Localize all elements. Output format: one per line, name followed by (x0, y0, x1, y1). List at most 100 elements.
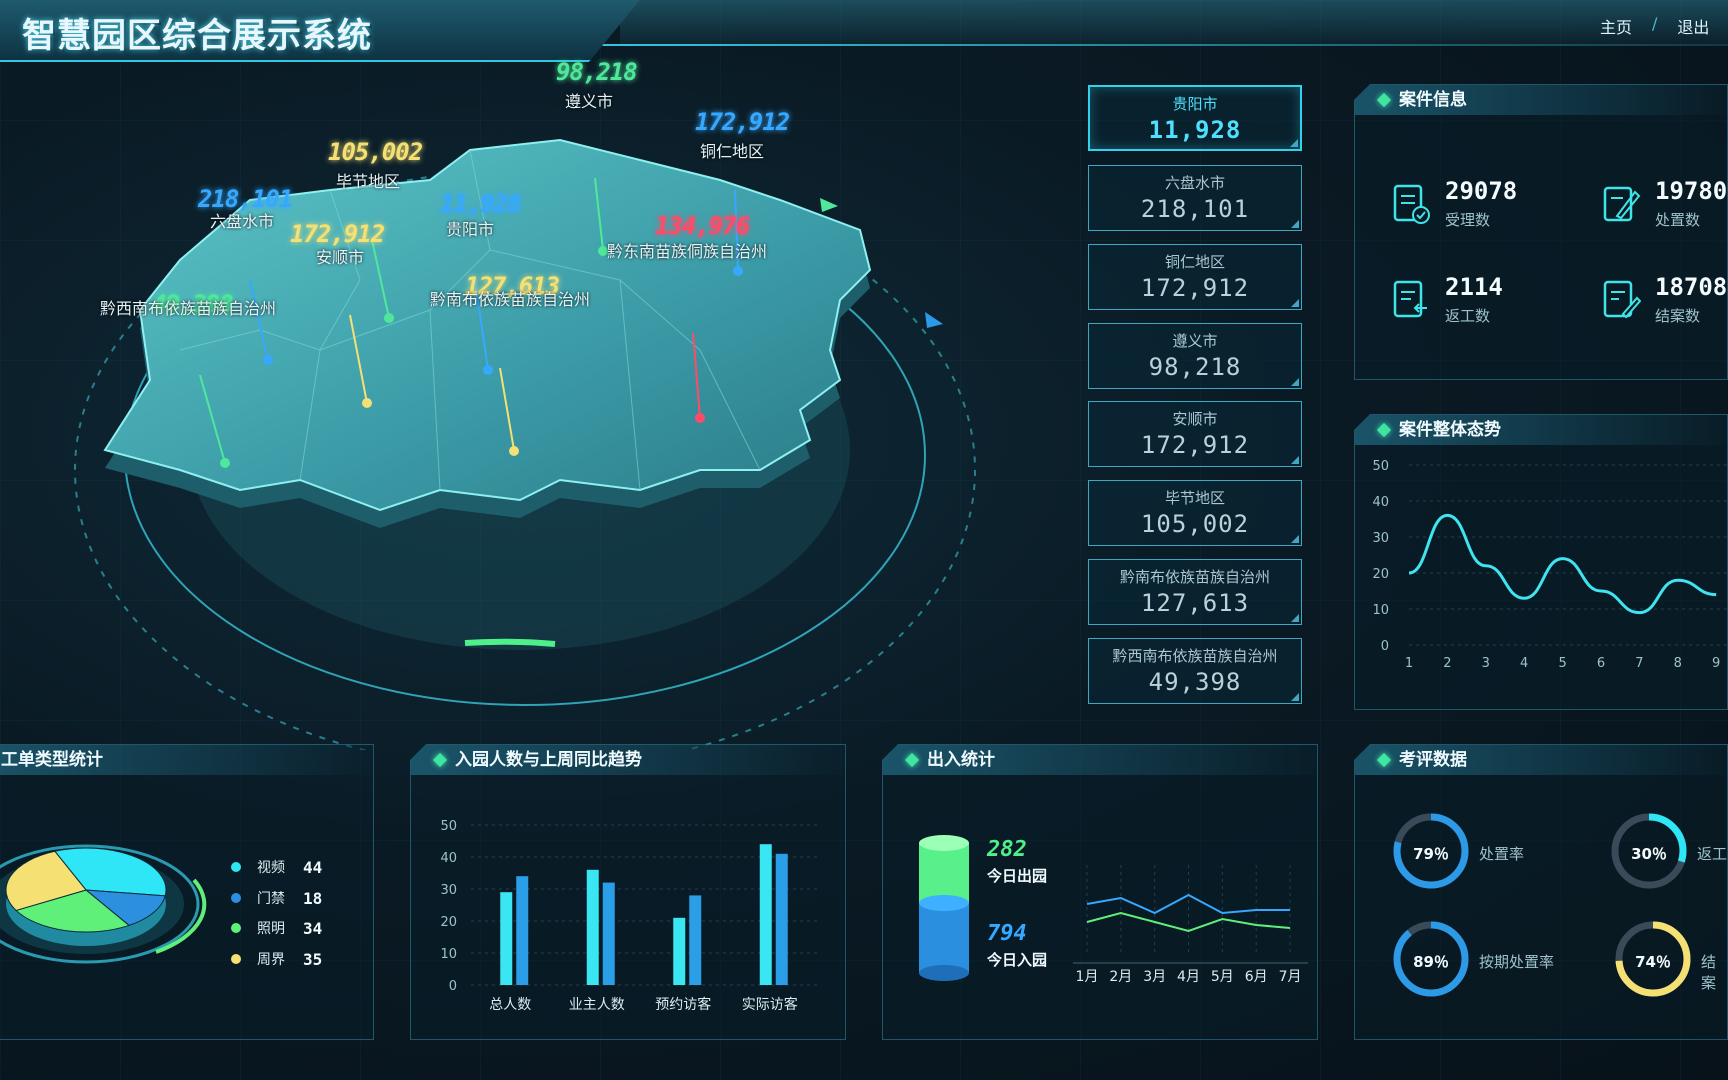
document-return-icon (1393, 280, 1427, 317)
x-tick-label: 5月 (1211, 969, 1234, 985)
ring-label-rework: 返工 (1697, 845, 1728, 863)
city-card-zunyi[interactable]: 遵义市 98,218 (1088, 323, 1302, 389)
province-map: 98,218 遵义市 172,912 铜仁地区 105,002 毕节地区 218… (0, 50, 1000, 771)
visitor-bar-chart: 0 10 20 30 40 50 总人数 业主人数 预约访客 实际访客 (440, 819, 817, 1013)
panel-title: 考评数据 (1399, 750, 1467, 770)
stat-closed: 18708 结案数 (1601, 273, 1727, 326)
document-pen-icon (1603, 280, 1641, 318)
y-tick-label: 30 (440, 883, 457, 898)
region-label-guiyang: 贵阳市 (446, 220, 495, 239)
region-label-qianxinan: 黔西南布依族苗族自治州 (100, 299, 277, 318)
x-tick-label: 3 (1482, 656, 1490, 671)
y-tick-label: 20 (1372, 567, 1389, 582)
region-borders (179, 149, 761, 491)
stat-handled: 19780 处置数 (1601, 177, 1727, 230)
header-bar: 智慧园区综合展示系统 主页 / 退出 (0, 0, 1728, 64)
out-count: 282 (987, 837, 1027, 862)
evaluation-panel: 考评数据 79％ 处置率 30％ 返工 89％ 按期处置率 74％ 结案 (1354, 744, 1728, 1040)
x-tick-label: 2月 (1109, 969, 1132, 985)
nav-home-link[interactable]: 主页 (1600, 18, 1633, 37)
access-stats-panel: 出入统计 282 今日出园 794 今日入园 1月 2月 3月 4月 5月 6月 7月 (882, 744, 1318, 1040)
y-tick-label: 50 (440, 819, 457, 834)
orbit-highlight (464, 638, 556, 647)
legend-item-video: 视频 44 (231, 857, 322, 877)
ring-progress-2 (1393, 921, 1469, 997)
region-label-qiandongnan: 黔东南苗族侗族自治州 (607, 242, 768, 261)
diamond-icon (1376, 752, 1392, 768)
out-label: 今日出园 (987, 867, 1048, 885)
x-tick-label: 预约访客 (655, 996, 711, 1013)
city-card-guiyang[interactable]: 贵阳市 11,928 (1088, 85, 1302, 151)
ring-progress-3 (1615, 921, 1691, 997)
case-trend-chart: 0 10 20 30 40 50 1 2 3 4 5 6 7 8 9 (1372, 459, 1728, 671)
x-tick-label: 4 (1520, 656, 1528, 671)
y-tick-label: 10 (440, 947, 457, 962)
diamond-icon (1376, 92, 1392, 108)
ring-progress-0 (1393, 813, 1469, 889)
map-surface (103, 138, 872, 512)
city-card-qianxinan[interactable]: 黔西南布依族苗族自治州 49,398 (1088, 638, 1302, 704)
region-value-qianxinan: 49,398 (152, 290, 234, 318)
legend-item-perimeter: 周界 35 (231, 949, 322, 969)
city-card-qiannan[interactable]: 黔南布依族苗族自治州 127,613 (1088, 559, 1302, 625)
nav-logout-link[interactable]: 退出 (1677, 18, 1710, 37)
bar-0-0 (500, 892, 513, 985)
city-card-liupanshui[interactable]: 六盘水市 218,101 (1088, 165, 1302, 231)
x-tick-label: 1月 (1076, 969, 1099, 985)
x-tick-label: 5 (1558, 656, 1566, 671)
panel-title: 入园人数与上周同比趋势 (455, 750, 642, 770)
y-tick-label: 20 (440, 915, 457, 930)
work-order-pie-chart (0, 844, 207, 964)
access-cylinder-graphic (919, 835, 969, 981)
orbit-ring-outer (74, 169, 976, 771)
bar-2-1 (689, 895, 702, 985)
legend-item-lighting: 照明 34 (231, 918, 322, 938)
ring-label-ontime-rate: 按期处置率 (1479, 953, 1555, 971)
page-title: 智慧园区综合展示系统 (22, 17, 372, 55)
region-label-zunyi: 遵义市 (565, 92, 614, 111)
ring-pct-closed: 74％ (1635, 953, 1671, 971)
trend-series-line (1408, 513, 1717, 615)
region-value-liupanshui: 218,101 (198, 185, 293, 213)
access-line-chart: 1月 2月 3月 4月 5月 6月 7月 (1073, 865, 1308, 985)
document-edit-icon (1603, 186, 1641, 221)
region-value-guiyang: 11,928 (440, 190, 522, 218)
region-label-tongren: 铜仁地区 (700, 142, 765, 161)
bar-1-1 (602, 882, 615, 985)
access-series-0 (1086, 893, 1291, 915)
x-tick-label: 总人数 (489, 997, 531, 1013)
region-value-zunyi: 98,218 (556, 58, 638, 86)
x-tick-label: 7月 (1279, 969, 1302, 985)
bar-1-0 (586, 869, 599, 985)
top-nav: 主页 / 退出 (1600, 14, 1710, 37)
region-label-qiannan: 黔南布依族苗族自治州 (430, 290, 591, 309)
x-tick-label: 8 (1674, 656, 1682, 671)
case-info-panel: 案件信息 29078 受理数 19780 处置数 2114 返工数 18708 结案数 (1354, 84, 1728, 380)
city-card-anshun[interactable]: 安顺市 172,912 (1088, 401, 1302, 467)
city-card-bijie[interactable]: 毕节地区 105,002 (1088, 480, 1302, 546)
stat-rework: 2114 返工数 (1391, 273, 1503, 326)
pie-slice-1 (84, 889, 166, 926)
pie-highlight-arc (155, 878, 207, 954)
x-tick-label: 7 (1635, 656, 1643, 671)
city-card-tongren[interactable]: 铜仁地区 172,912 (1088, 244, 1302, 310)
pie-base-ring (0, 844, 200, 964)
x-tick-label: 3月 (1143, 969, 1166, 985)
x-tick-label: 6 (1597, 656, 1605, 671)
panel-title: 出入统计 (927, 750, 995, 770)
ring-pct-rework: 30％ (1631, 845, 1667, 863)
legend-item-access: 门禁 18 (231, 888, 322, 908)
x-tick-label: 4月 (1177, 969, 1200, 985)
in-count: 794 (987, 921, 1027, 946)
diamond-icon (432, 752, 448, 768)
y-tick-label: 10 (1372, 603, 1389, 618)
bar-3-0 (759, 844, 772, 985)
bar-2-0 (673, 917, 686, 985)
pie-slice-2 (15, 889, 131, 933)
access-series-1 (1086, 911, 1291, 933)
x-tick-label: 2 (1443, 656, 1451, 671)
bar-3-1 (775, 853, 788, 985)
ring-progress-1 (1611, 813, 1687, 889)
visitor-trend-panel: 入园人数与上周同比趋势 0 10 20 30 40 50 总人数 业主人数 预约访客 实际访客 (410, 744, 846, 1040)
